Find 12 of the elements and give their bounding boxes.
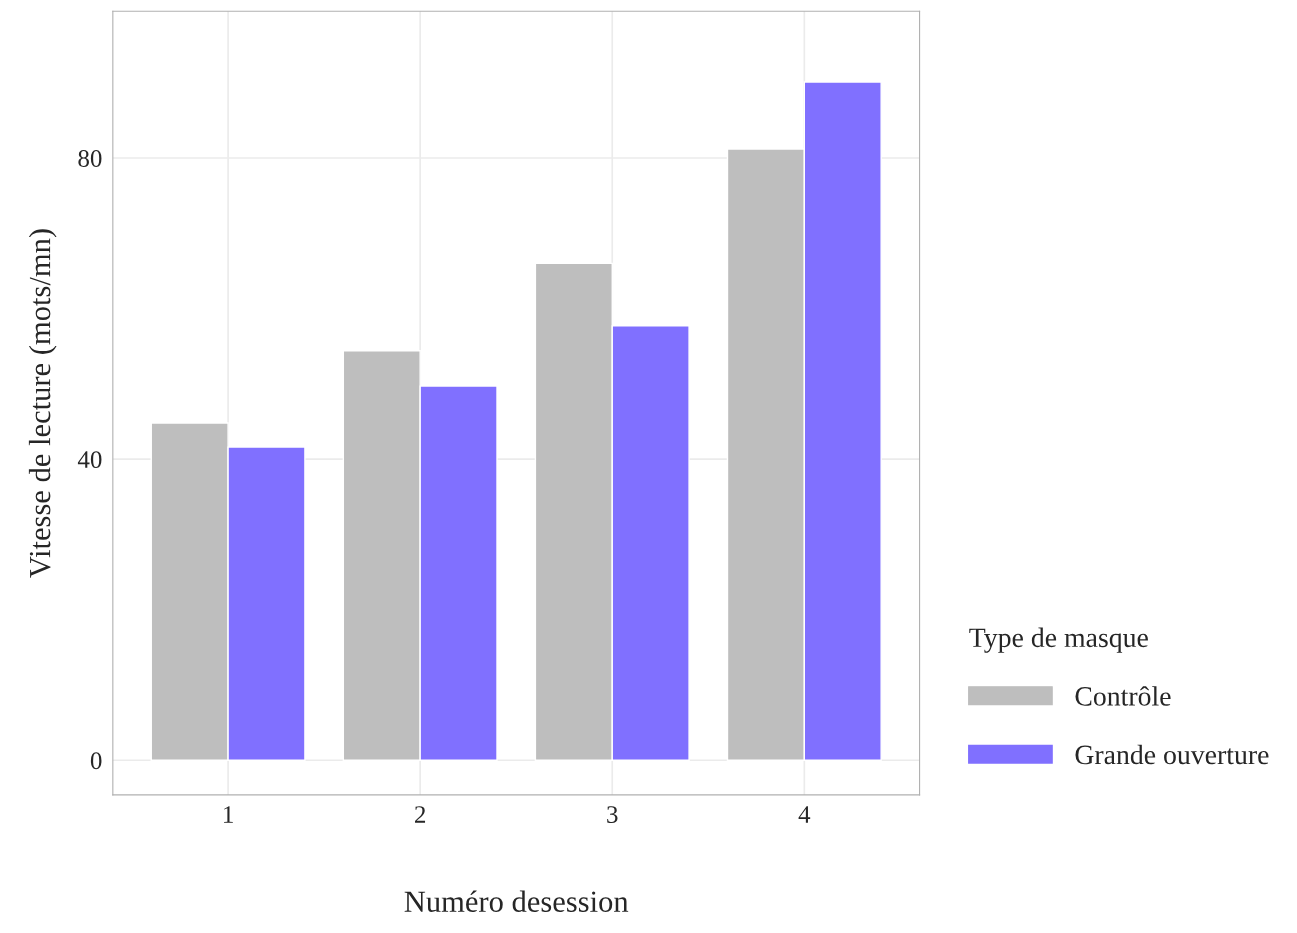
x-tick-label: 1 bbox=[224, 806, 233, 823]
y-tick-label: 80 bbox=[78, 150, 102, 167]
x-tick-label: 2 bbox=[415, 806, 426, 823]
y-tick-label: 0 bbox=[90, 752, 102, 770]
x-tick-label: 4 bbox=[798, 806, 811, 823]
legend-label: Grande ouverture bbox=[1075, 744, 1269, 765]
y-axis-title: Vitesse de lecture (mots/mn) bbox=[28, 229, 57, 578]
x-axis-title: Numéro desession bbox=[404, 890, 629, 913]
y-tick-label: 40 bbox=[77, 451, 102, 469]
x-tick-label: 3 bbox=[607, 806, 618, 823]
legend-label: Contrôle bbox=[1075, 686, 1171, 706]
legend-title: Type de masque bbox=[969, 627, 1148, 653]
